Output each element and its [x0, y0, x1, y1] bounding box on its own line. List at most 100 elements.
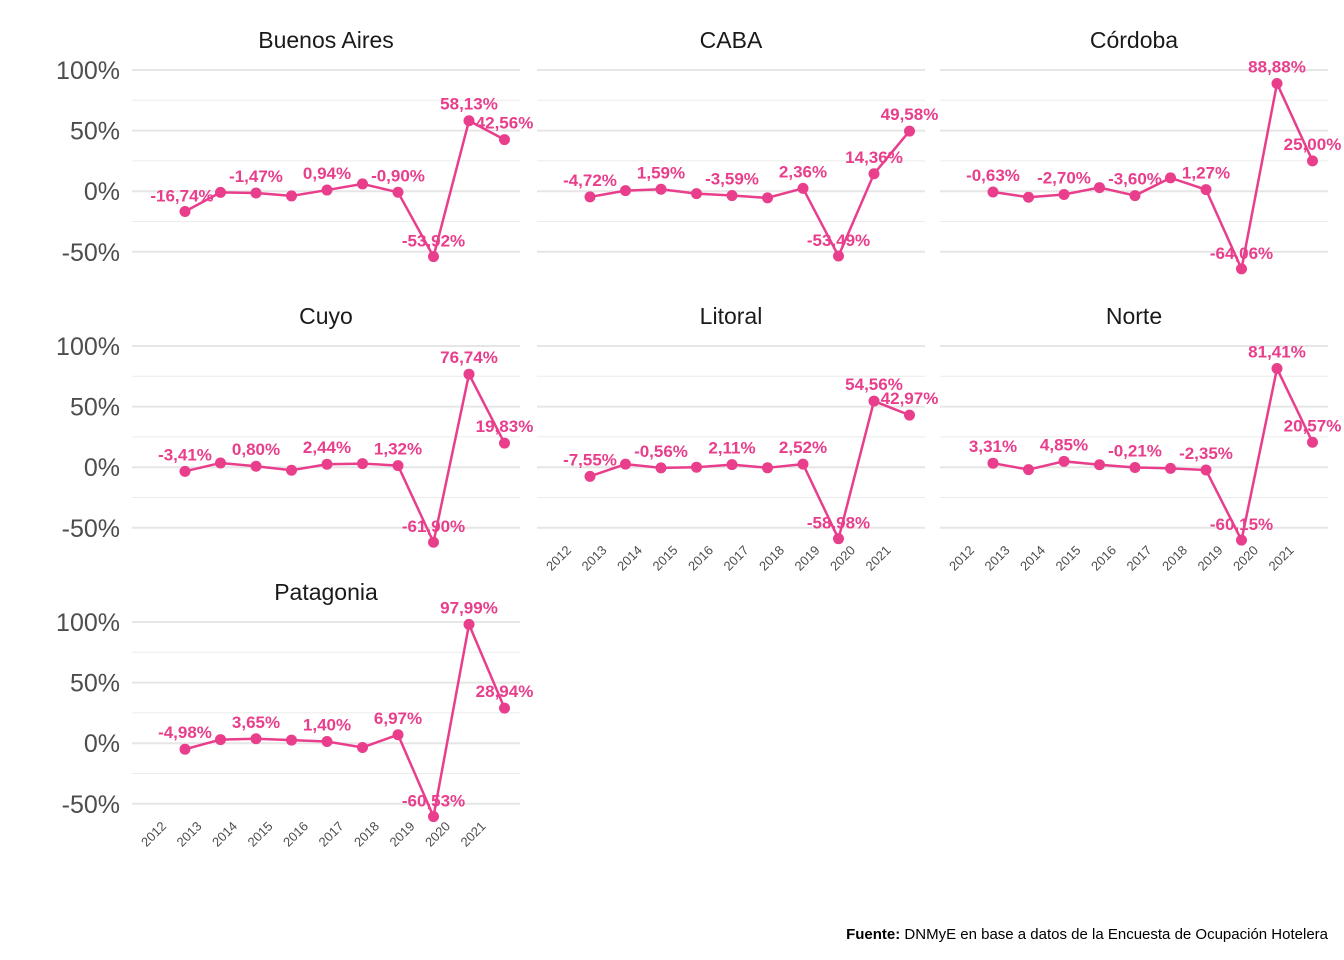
data-label: -4,72% [563, 171, 617, 190]
panel-litoral: Litoral -7,55% -0,56% 2,11% 2,52% -58,98% 54,5… [537, 303, 938, 574]
data-point [691, 461, 702, 473]
data-point [1236, 263, 1247, 275]
data-label: -3,59% [705, 170, 759, 189]
data-label: 2,11% [708, 439, 755, 458]
y-tick-label: 0% [84, 454, 120, 482]
data-point [1129, 190, 1141, 202]
data-point [215, 457, 226, 469]
data-point [428, 251, 439, 263]
data-label: -60,53% [402, 792, 465, 811]
x-tick-label: 2014 [1017, 543, 1048, 574]
x-tick-label: 2021 [458, 819, 489, 850]
data-point [357, 178, 368, 190]
data-label: -3,60% [1108, 170, 1162, 189]
data-point [428, 811, 439, 823]
data-label: 0,94% [303, 164, 351, 183]
data-label: -64,06% [1210, 244, 1273, 263]
data-label: -7,55% [563, 450, 617, 469]
data-point [726, 190, 738, 202]
data-point [1271, 363, 1283, 375]
x-tick-label: 2019 [792, 543, 823, 574]
y-tick-label: 100% [56, 57, 120, 85]
data-label: -0,90% [371, 166, 425, 185]
data-point [987, 186, 999, 198]
y-tick-label: 50% [70, 394, 120, 422]
x-tick-label: 2013 [982, 543, 1013, 574]
y-tick-label: 0% [84, 730, 120, 758]
data-point [1094, 182, 1105, 194]
x-tick-label: 2012 [543, 543, 574, 574]
x-tick-label: 2017 [1124, 543, 1155, 574]
panel-title: Norte [1106, 303, 1162, 329]
data-label: 6,97% [374, 709, 422, 728]
data-label: -3,41% [158, 445, 212, 464]
series-line [992, 79, 1314, 273]
data-label: -58,98% [807, 514, 870, 533]
data-point [179, 465, 191, 477]
data-label: 1,32% [374, 440, 422, 459]
series-line [184, 370, 506, 547]
data-point [321, 736, 333, 748]
data-point [1058, 188, 1070, 200]
data-label: 25,00% [1284, 135, 1342, 154]
data-point [1165, 462, 1176, 474]
data-point [463, 115, 475, 127]
data-label: -53,49% [807, 231, 870, 250]
data-point [321, 458, 333, 470]
data-label: 1,59% [637, 163, 685, 182]
x-tick-label: 2014 [209, 819, 240, 850]
x-tick-label: 2018 [1159, 543, 1190, 574]
y-tick-label: 100% [56, 609, 120, 637]
panel-title: Córdoba [1090, 27, 1178, 53]
data-point [428, 536, 439, 548]
data-point [584, 191, 596, 203]
y-tick-label: 100% [56, 333, 120, 361]
data-label: 1,27% [1182, 164, 1230, 183]
data-label: -0,56% [634, 442, 688, 461]
data-point [463, 368, 475, 380]
data-point [179, 205, 191, 217]
panel-title: Litoral [700, 303, 763, 329]
x-tick-label: 2019 [1195, 543, 1226, 574]
data-label: 81,41% [1248, 343, 1306, 362]
data-point [655, 183, 667, 195]
x-tick-label: 2015 [1053, 543, 1084, 574]
data-point [250, 187, 262, 199]
data-point [620, 185, 631, 197]
x-tick-label: 2021 [1266, 543, 1297, 574]
data-label: 42,97% [881, 389, 939, 408]
data-label: -16,74% [150, 186, 213, 205]
x-tick-label: 2020 [1230, 543, 1261, 574]
source-label: Fuente: [846, 926, 901, 943]
data-point [868, 395, 880, 407]
x-tick-label: 2015 [245, 819, 276, 850]
data-label: -0,63% [966, 166, 1020, 185]
data-point [250, 460, 262, 472]
series-line [184, 620, 506, 821]
x-tick-label: 2012 [946, 543, 977, 574]
data-label: -2,35% [1179, 444, 1233, 463]
data-label: 54,56% [845, 375, 903, 394]
series-line [184, 118, 506, 260]
data-point [392, 186, 404, 198]
data-label: 97,99% [440, 598, 498, 617]
panel-title: Buenos Aires [258, 27, 394, 53]
data-point [726, 459, 738, 471]
data-point [1307, 155, 1318, 167]
source-text: DNMyE en base a datos de la Encuesta de … [900, 926, 1328, 943]
data-point [321, 184, 333, 196]
data-label: 3,65% [232, 713, 280, 732]
data-point [215, 186, 226, 198]
data-point [286, 190, 297, 202]
data-point [1129, 461, 1141, 473]
data-point [833, 250, 844, 262]
panel-title: CABA [700, 27, 763, 53]
data-point [1094, 459, 1105, 471]
data-point [1236, 534, 1247, 546]
data-point [499, 134, 510, 146]
data-label: -2,70% [1037, 168, 1091, 187]
data-point [1200, 184, 1212, 196]
data-label: 14,36% [845, 148, 903, 167]
panel-buenos-aires: Buenos Aires 100% 50% 0% -50% -16,74% -1,47% 0,… [56, 27, 533, 267]
